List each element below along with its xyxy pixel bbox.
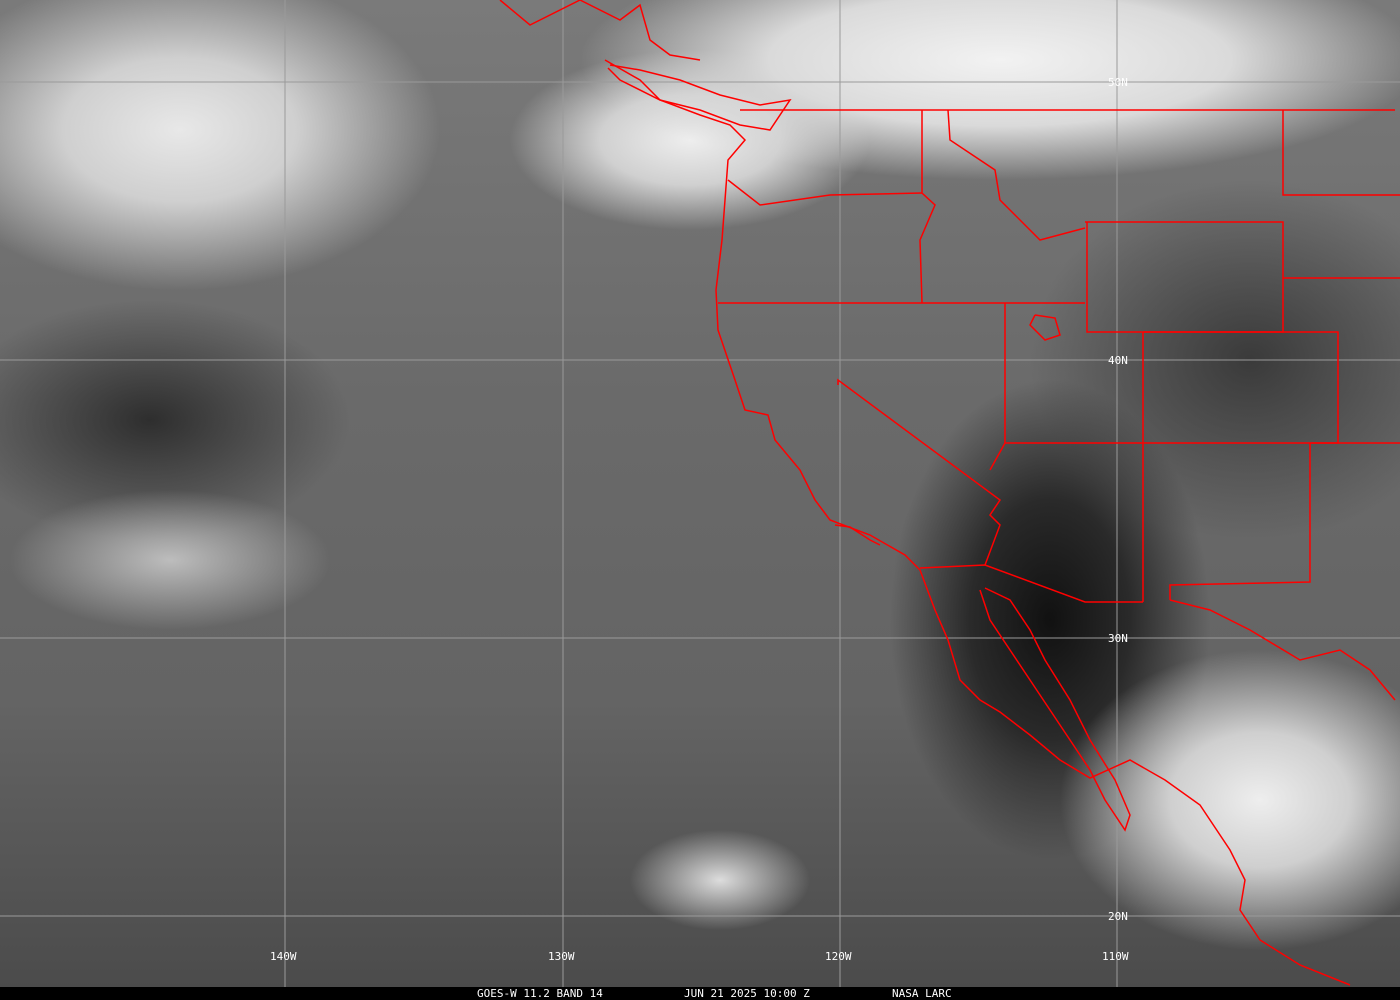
idaho-montana-border [947, 109, 1086, 241]
lake-tahoe [1029, 314, 1061, 341]
lat-label-20n: 20N [1108, 910, 1128, 923]
caption-datetime: JUN 21 2025 10:00 Z [684, 987, 810, 1000]
lon-label-140w: 140W [270, 950, 297, 963]
vancouver-island [607, 64, 792, 131]
coastline-gulf-mexico-west [1169, 599, 1396, 701]
caption-bar: GOES-W 11.2 BAND 14 JUN 21 2025 10:00 Z … [0, 987, 1400, 1000]
ca-nv-border [837, 378, 1002, 566]
caption-source: NASA LARC [892, 987, 952, 1000]
lat-label-40n: 40N [1108, 354, 1128, 367]
montana-east [1282, 110, 1400, 196]
wa-or-border [727, 179, 923, 206]
channel-islands [834, 524, 881, 546]
nm-border [1169, 442, 1400, 600]
caption-product: GOES-W 11.2 BAND 14 [477, 987, 603, 1000]
coastline-baja [979, 587, 1131, 832]
wyoming [1085, 221, 1284, 333]
idaho-west-border [919, 110, 936, 304]
lon-label-120w: 120W [825, 950, 852, 963]
political-borders [499, 0, 1400, 986]
canada-coast [499, 0, 701, 61]
grid-labels: 50N 40N 30N 20N 140W 130W 120W 110W [270, 76, 1129, 963]
lat-label-30n: 30N [1108, 632, 1128, 645]
four-corners-line [1005, 331, 1339, 444]
nevada-east [989, 303, 1006, 471]
lon-label-110w: 110W [1102, 950, 1129, 963]
coastline-north [604, 59, 1351, 986]
us-mexico-border [919, 564, 1143, 603]
lon-label-130w: 130W [548, 950, 575, 963]
lat-label-50n: 50N [1108, 76, 1128, 89]
